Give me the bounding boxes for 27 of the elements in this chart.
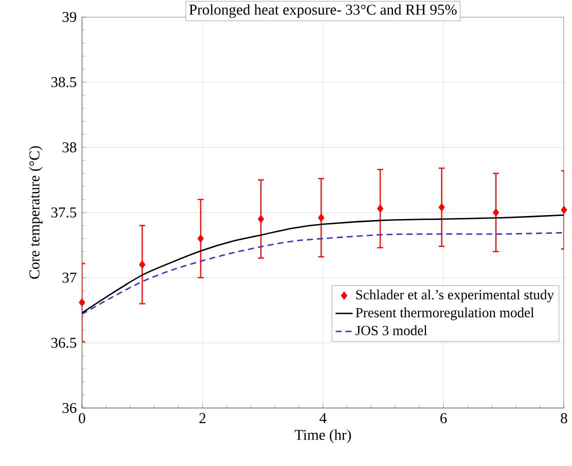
y-tick-label: 36 [62,402,76,414]
x-axis-title: Time (hr) [294,429,351,443]
point [492,208,500,217]
legend-label: Present thermoregulation model [356,308,534,320]
x-tick-label: 0 [78,413,86,424]
y-tick-label: 39 [62,12,76,22]
legend-label: JOS 3 model [356,325,428,336]
y-tick-label: 37 [62,272,76,283]
chart-title: Prolonged heat exposure- 33°C and RH 95% [189,4,457,18]
x-tick-label: 4 [320,413,326,424]
y-tick-label: 38.5 [51,77,76,88]
y-tick-label: 38 [62,142,76,152]
point [258,214,264,224]
x-tick-label: 2 [199,413,206,424]
point [438,203,445,212]
y-axis-title: Core temperature (°C) [28,146,43,279]
point [139,260,146,269]
point [198,234,204,243]
x-tick-label: 8 [560,413,568,424]
x-tick-label: 6 [440,413,447,424]
point [318,214,324,222]
y-tick-label: 36.5 [51,338,76,348]
point [377,204,384,213]
point [560,206,568,214]
y-tick-label: 37.5 [51,207,76,218]
legend-label: Schlader et al.’s experimental study [356,290,554,302]
point [78,298,86,307]
